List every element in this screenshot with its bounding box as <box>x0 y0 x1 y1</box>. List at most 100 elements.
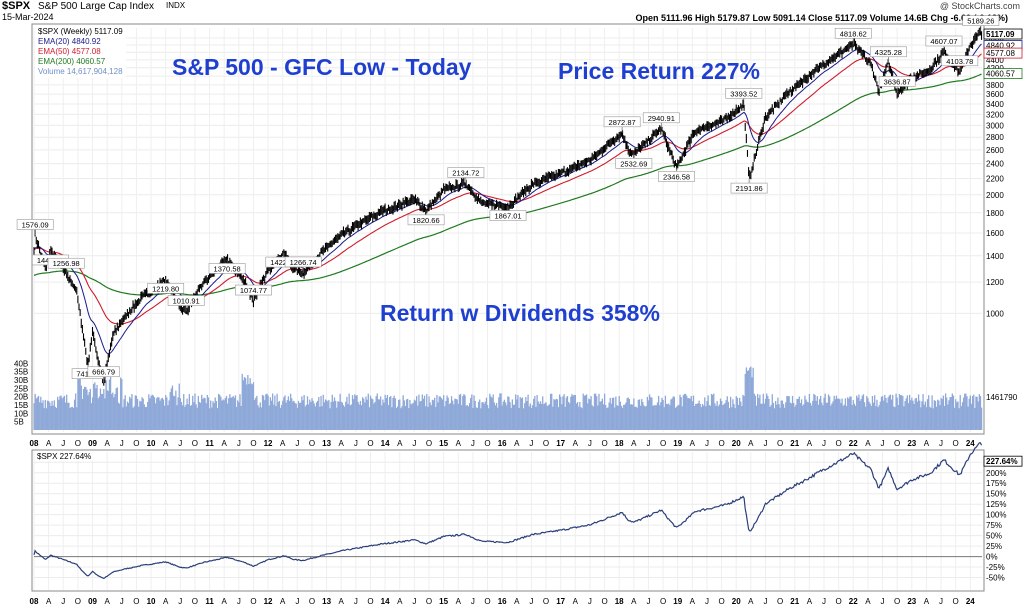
volume-bar <box>312 400 314 430</box>
volume-bar <box>832 401 834 430</box>
volume-bar <box>306 396 309 430</box>
volume-bar <box>851 404 853 430</box>
volume-bar <box>606 408 608 430</box>
volume-bar <box>895 393 897 430</box>
volume-bar <box>264 400 266 430</box>
volume-bar <box>708 405 710 430</box>
volume-bar <box>636 407 638 430</box>
x-tick-label: 17 <box>556 439 565 448</box>
volume-bar <box>877 407 879 430</box>
volume-bar <box>246 384 248 430</box>
volume-bar <box>68 402 70 430</box>
volume-bar <box>321 406 323 430</box>
x-tick-label: O <box>250 439 256 448</box>
y-tick-label: 3200 <box>986 110 1004 119</box>
volume-bar <box>844 398 847 430</box>
volume-bar <box>372 399 374 430</box>
volume-bar <box>391 407 393 430</box>
volume-bar <box>205 403 207 430</box>
y-tick-label: 1600 <box>986 229 1004 238</box>
callout-label: 4103.78 <box>946 57 973 66</box>
volume-bar <box>73 399 76 430</box>
volume-bar <box>64 402 67 430</box>
volume-bar <box>510 407 512 430</box>
volume-bar <box>887 397 889 430</box>
volume-bar <box>232 396 234 430</box>
volume-bar <box>608 402 610 430</box>
y-tick-label: 3000 <box>986 121 1004 130</box>
volume-bar <box>693 406 696 430</box>
volume-bar <box>43 408 45 430</box>
callout-box <box>47 257 85 269</box>
volume-bar <box>976 396 978 430</box>
volume-bar <box>443 395 445 430</box>
volume-bar <box>58 399 60 430</box>
volume-bar <box>539 401 542 430</box>
volume-bar <box>154 403 157 430</box>
perf-last-label: 227.64% <box>986 457 1018 466</box>
x-tick-label: 16 <box>498 439 507 448</box>
callout-box <box>941 55 979 67</box>
volume-bar <box>152 395 154 430</box>
volume-bar <box>104 398 106 430</box>
volume-bar <box>567 402 570 430</box>
x-tick-label: 24 <box>966 597 975 606</box>
x-tick-label: O <box>718 597 724 606</box>
volume-bar <box>953 407 956 430</box>
volume-bar <box>862 394 865 430</box>
annotation-price-return: Price Return 227% <box>558 58 760 84</box>
volume-tick-label: 40B <box>14 359 28 368</box>
volume-bar <box>966 396 968 430</box>
volume-bar <box>447 397 449 430</box>
volume-bar <box>187 404 189 430</box>
volume-bar <box>576 402 579 430</box>
volume-bar <box>822 405 824 430</box>
volume-bar <box>98 396 100 430</box>
volume-bar <box>251 384 254 430</box>
volume-bar <box>462 395 464 430</box>
volume-bar <box>156 398 158 430</box>
volume-bar <box>612 397 615 430</box>
x-tick-label: O <box>777 597 783 606</box>
volume-bar <box>634 406 636 430</box>
volume-bar <box>537 401 539 430</box>
volume-bar <box>584 395 587 430</box>
volume-bar <box>438 396 440 430</box>
header-quote: Open 5111.96 High 5179.87 Low 5091.14 Cl… <box>635 13 1008 23</box>
volume-bar <box>910 400 912 430</box>
volume-bar <box>70 407 72 430</box>
volume-bar <box>549 393 552 430</box>
volume-bar <box>609 397 611 430</box>
volume-bar <box>323 402 326 430</box>
volume-bar <box>959 395 961 430</box>
volume-bar <box>139 400 141 430</box>
volume-bar <box>138 406 140 430</box>
volume-bar <box>538 403 540 430</box>
volume-bar <box>603 393 606 430</box>
volume-bar <box>674 407 677 430</box>
callout-box <box>447 167 485 178</box>
volume-bar <box>66 394 68 430</box>
x-tick-label: O <box>543 439 549 448</box>
volume-bar <box>422 398 425 430</box>
volume-bar <box>937 399 939 430</box>
volume-bar <box>551 393 553 430</box>
volume-bar <box>345 401 347 430</box>
volume-bar <box>224 398 227 430</box>
volume-bar <box>820 395 822 430</box>
volume-bar <box>680 397 682 430</box>
volume-bar <box>159 400 161 430</box>
volume-bar <box>616 405 618 430</box>
volume-bar <box>346 396 348 430</box>
volume-bar <box>932 408 934 430</box>
volume-bar <box>153 397 156 430</box>
volume-bar <box>955 399 957 430</box>
x-tick-label: O <box>484 439 490 448</box>
volume-bar <box>760 403 762 430</box>
volume-bar <box>132 407 134 430</box>
volume-bar <box>114 393 116 430</box>
volume-bar <box>473 395 475 430</box>
volume-bar <box>425 406 427 430</box>
volume-bar <box>39 402 41 430</box>
